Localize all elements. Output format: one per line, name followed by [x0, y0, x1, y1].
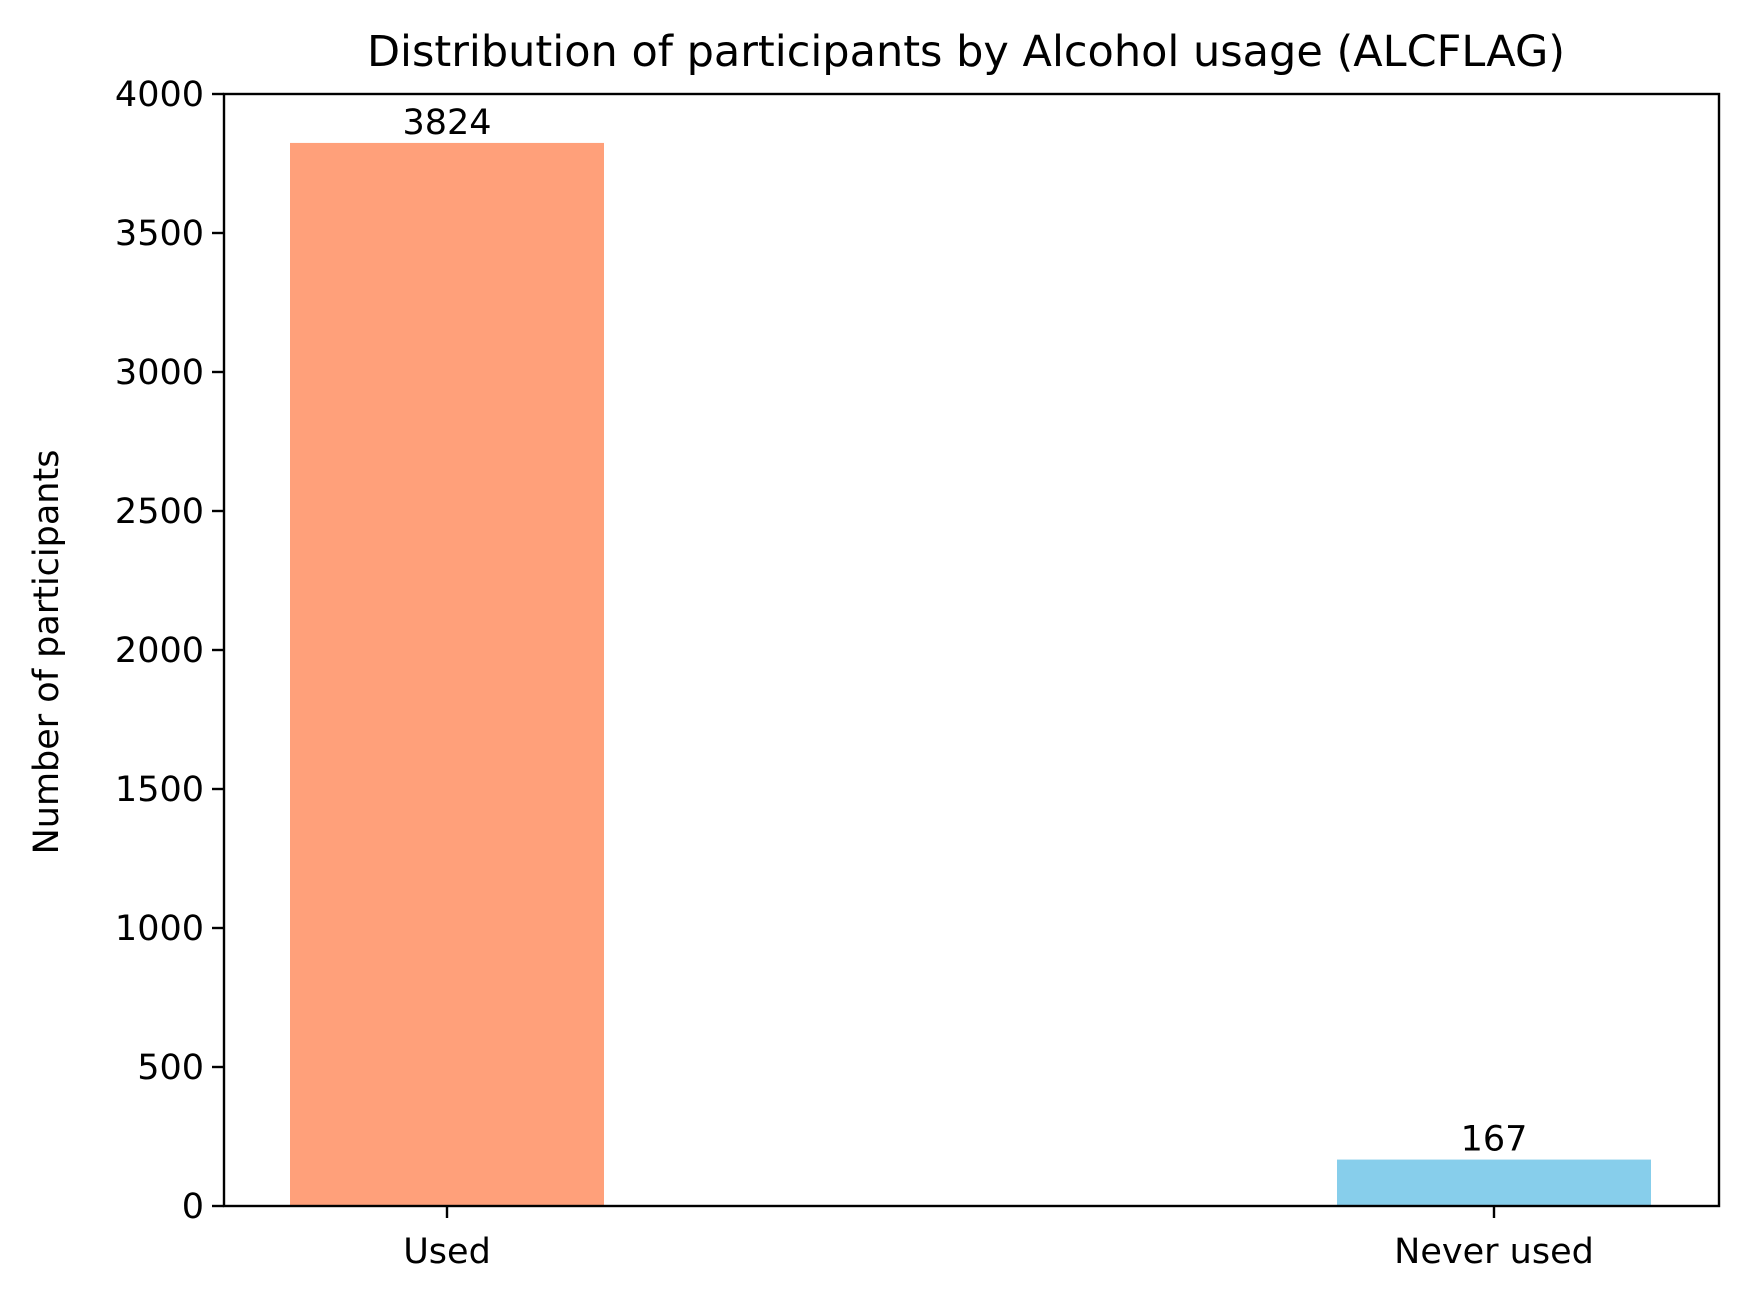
data-labels-group: 3824 167 — [402, 103, 1527, 1160]
y-axis-ticks: 0 500 1000 1500 2000 2500 3000 3500 4000 — [115, 75, 224, 1227]
y-tick-label: 1000 — [115, 909, 204, 949]
y-tick-label: 1500 — [115, 770, 204, 810]
y-tick-label: 4000 — [115, 75, 204, 115]
x-tick-label-used: Used — [403, 1232, 491, 1272]
bar-used — [290, 142, 604, 1207]
y-axis-label: Number of participants — [27, 450, 67, 855]
y-tick-label: 3000 — [115, 353, 204, 393]
data-label-never-used: 167 — [1461, 1120, 1528, 1160]
bars-group — [290, 142, 1651, 1207]
y-tick-label: 2500 — [115, 492, 204, 532]
y-tick-label: 2000 — [115, 631, 204, 671]
y-tick-label: 3500 — [115, 214, 204, 254]
bar-never-used — [1337, 1159, 1651, 1206]
x-axis-ticks: Used Never used — [403, 1206, 1594, 1272]
x-tick-label-never-used: Never used — [1394, 1232, 1594, 1272]
chart-title: Distribution of participants by Alcohol … — [367, 27, 1565, 77]
y-tick-label: 0 — [182, 1187, 204, 1227]
plot-frame — [222, 92, 1721, 1208]
y-tick-label: 500 — [137, 1048, 204, 1088]
data-label-used: 3824 — [402, 103, 491, 143]
